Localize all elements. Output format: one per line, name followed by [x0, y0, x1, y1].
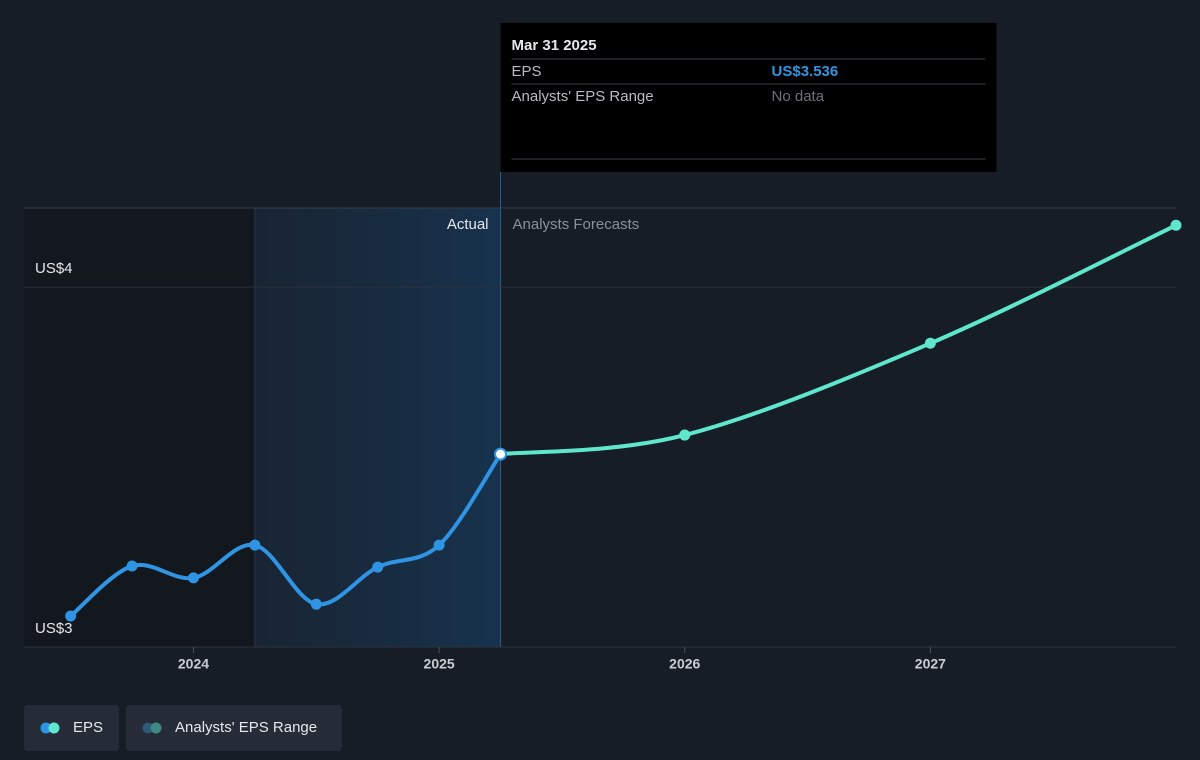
history-region	[24, 208, 255, 647]
y-tick-label: US$4	[35, 260, 73, 277]
legend-dot	[48, 722, 60, 734]
eps-point	[494, 447, 508, 461]
forecast-label: Analysts Forecasts	[513, 216, 640, 233]
tooltip-value: No data	[772, 88, 825, 105]
forecast-point	[1170, 219, 1182, 231]
x-tick-label: 2027	[915, 656, 946, 672]
eps-point	[126, 560, 138, 572]
actual-label: Actual	[447, 216, 489, 233]
x-tick-label: 2025	[424, 656, 455, 672]
y-tick-label: US$3	[35, 620, 73, 637]
recent-region	[254, 208, 501, 647]
eps-point	[187, 572, 199, 584]
eps-point	[65, 610, 77, 622]
legend-dot	[142, 722, 154, 734]
tooltip	[500, 23, 997, 172]
eps-point	[372, 561, 384, 573]
x-tick-label: 2024	[178, 656, 209, 672]
forecast-point	[679, 429, 691, 441]
tooltip-date: Mar 31 2025	[512, 37, 597, 54]
x-tick-label: 2026	[669, 656, 700, 672]
eps-point	[310, 598, 322, 610]
eps-point	[433, 539, 445, 551]
tooltip-label: Analysts' EPS Range	[512, 88, 654, 105]
forecast-line	[500, 223, 1177, 457]
eps-point	[249, 539, 261, 551]
legend-item[interactable]	[24, 705, 119, 751]
forecast-point	[924, 337, 936, 349]
tooltip-value: US$3.536	[772, 63, 839, 80]
legend-dot	[150, 722, 162, 734]
legend-label: EPS	[73, 719, 103, 736]
legend-dot	[40, 722, 52, 734]
legend-item[interactable]	[126, 705, 342, 751]
tooltip-label: EPS	[512, 63, 542, 80]
legend-label: Analysts' EPS Range	[175, 719, 317, 736]
